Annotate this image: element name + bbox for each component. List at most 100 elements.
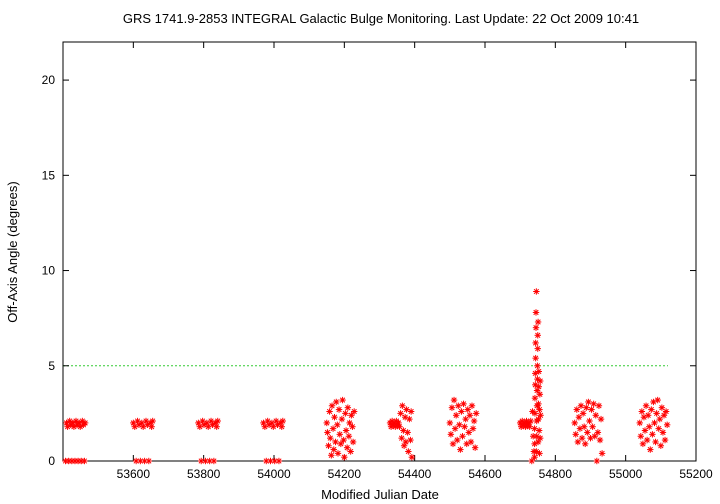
x-tick-label: 54000 [257, 467, 291, 481]
data-point [662, 408, 670, 415]
data-point [275, 457, 283, 465]
data-point [656, 415, 663, 423]
data-point [526, 423, 533, 430]
data-point [210, 457, 218, 465]
data-point [643, 436, 651, 444]
data-point [470, 417, 478, 425]
data-point [532, 339, 539, 347]
data-point [582, 440, 589, 448]
data-point [342, 427, 350, 434]
data-point [398, 434, 405, 442]
data-point [574, 438, 582, 446]
data-point [399, 402, 406, 409]
plot-frame [62, 41, 697, 462]
data-point [532, 309, 540, 316]
data-point [397, 410, 404, 417]
data-point [647, 446, 654, 453]
x-tick-label: 53800 [187, 467, 221, 481]
data-point [148, 423, 155, 430]
x-tick-label: 55200 [679, 467, 713, 481]
data-point [267, 457, 274, 465]
data-point [649, 431, 656, 438]
data-point [350, 408, 358, 415]
data-point [145, 457, 153, 465]
data-point [451, 425, 459, 432]
data-point [528, 457, 535, 465]
data-point [457, 446, 464, 453]
data-point [637, 433, 644, 440]
y-tick-label: 15 [42, 168, 56, 182]
data-point [593, 457, 601, 465]
data-point [338, 415, 346, 423]
data-point [648, 406, 655, 413]
data-point [638, 408, 646, 415]
data-point [537, 434, 544, 442]
data-point [583, 404, 590, 411]
data-point [473, 410, 480, 417]
data-point [81, 419, 89, 427]
data-point [446, 419, 454, 427]
x-tick-label: 54800 [539, 467, 573, 481]
data-point [465, 429, 473, 436]
data-point [464, 406, 471, 413]
data-point [329, 425, 337, 432]
data-point [325, 442, 332, 449]
chart-title: GRS 1741.9-2853 INTEGRAL Galactic Bulge … [123, 11, 639, 26]
data-point [596, 436, 604, 444]
data-point [396, 423, 403, 430]
data-point [339, 396, 346, 404]
data-point [573, 406, 580, 413]
x-tick-label: 54200 [328, 467, 362, 481]
data-point [652, 438, 659, 446]
data-point [408, 453, 416, 461]
data-point [459, 433, 466, 440]
data-point [590, 400, 597, 408]
data-point [535, 400, 542, 408]
data-point [537, 412, 544, 419]
data-point [651, 419, 658, 427]
data-point [636, 419, 643, 427]
data-point [149, 417, 156, 425]
data-point [641, 427, 649, 434]
data-point [330, 446, 337, 453]
data-point [467, 438, 475, 446]
data-point [575, 413, 583, 421]
data-point [644, 412, 652, 419]
data-point [456, 421, 463, 429]
data-point [455, 402, 462, 409]
data-point [347, 448, 354, 455]
data-point [534, 318, 542, 326]
data-point [595, 402, 603, 409]
y-tick-label: 10 [42, 264, 56, 278]
data-point [586, 417, 593, 425]
data-point [584, 429, 591, 436]
data-point [449, 440, 457, 448]
data-point [328, 452, 335, 459]
data-point [533, 288, 540, 295]
data-point [532, 324, 540, 331]
data-point [578, 434, 586, 442]
data-point [658, 404, 666, 411]
data-point [214, 417, 221, 425]
data-point [461, 423, 468, 430]
data-point [646, 423, 653, 430]
data-point [406, 415, 413, 423]
data-point [324, 429, 331, 436]
data-point [592, 412, 599, 419]
data-point [452, 412, 460, 419]
data-point [642, 402, 650, 409]
data-points [62, 288, 671, 465]
data-point [579, 410, 587, 417]
data-point [327, 434, 334, 442]
data-point [591, 433, 598, 440]
y-axis-label: Off-Axis Angle (degrees) [5, 181, 20, 322]
data-point [278, 423, 285, 430]
x-tick-label: 55000 [609, 467, 643, 481]
data-point [81, 457, 88, 465]
data-point [340, 436, 347, 444]
data-point [335, 406, 343, 413]
data-point [337, 440, 345, 448]
data-point [594, 429, 602, 436]
data-point [448, 404, 456, 411]
